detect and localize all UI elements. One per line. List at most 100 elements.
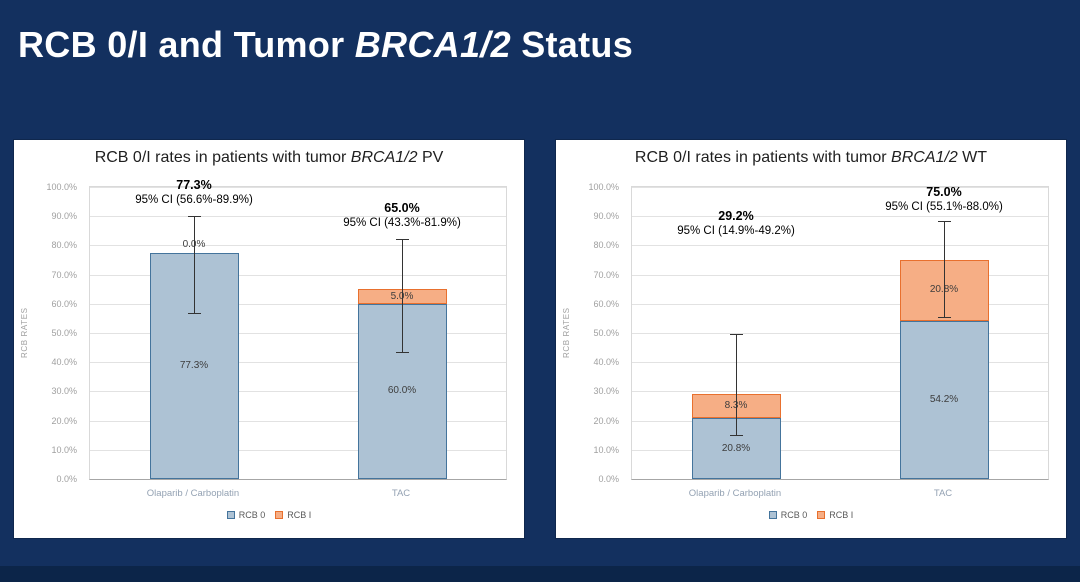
error-bar-cap xyxy=(730,334,743,336)
legend-swatch xyxy=(226,511,235,519)
chart-title: RCB 0/I rates in patients with tumor BRC… xyxy=(14,149,524,167)
bar-value-label: 8.3% xyxy=(691,400,781,412)
legend-swatch xyxy=(817,511,826,519)
error-bar xyxy=(194,216,195,314)
bar-value-label: 60.0% xyxy=(387,385,417,397)
slide-title-gene: BRCA1/2 xyxy=(354,24,511,65)
legend-item: RCB 0 xyxy=(226,510,266,520)
legend-item: RCB I xyxy=(817,510,853,520)
bar-value-label: 0.0% xyxy=(149,239,239,251)
error-bar xyxy=(736,335,737,436)
error-bar-cap xyxy=(938,317,951,319)
bar-value-label: 77.3% xyxy=(179,360,209,372)
slide-title-suffix: Status xyxy=(510,24,634,65)
legend: RCB 0 RCB I xyxy=(14,510,524,520)
y-tick-label: 70.0% xyxy=(51,269,77,280)
chart-title-prefix: RCB 0/I rates in patients with tumor xyxy=(634,149,892,166)
ci-label: 95% CI (55.1%-88.0%) xyxy=(885,201,1003,214)
y-tick-label: 20.0% xyxy=(593,415,619,426)
y-tick-label: 0.0% xyxy=(56,474,77,484)
ci-label: 95% CI (43.3%-81.9%) xyxy=(343,217,461,230)
error-bar-cap xyxy=(188,312,201,314)
chart-title: RCB 0/I rates in patients with tumor BRC… xyxy=(556,149,1066,167)
y-tick-label: 40.0% xyxy=(593,357,619,368)
chart-title-gene: BRCA1/2 xyxy=(891,149,958,166)
y-tick-label: 50.0% xyxy=(593,328,619,338)
error-bar-cap xyxy=(396,238,409,240)
gridline xyxy=(632,391,1048,393)
y-tick-label: 100.0% xyxy=(588,182,619,192)
y-axis-ticks: 0.0% 10.0% 20.0% 30.0% 40.0% 50.0% 60.0% 70.0% 8… xyxy=(556,182,624,484)
y-tick-label: 30.0% xyxy=(51,386,77,397)
gridline xyxy=(90,391,506,393)
gridline xyxy=(90,420,506,422)
x-axis-labels: Olaparib / Carboplatin TAC xyxy=(631,488,1049,502)
gridline xyxy=(632,216,1048,218)
ci-label: 95% CI (14.9%-49.2%) xyxy=(677,224,795,237)
y-tick-label: 20.0% xyxy=(51,415,77,426)
y-tick-label: 90.0% xyxy=(51,211,77,222)
chart-title-prefix: RCB 0/I rates in patients with tumor xyxy=(94,149,351,166)
slide-title-prefix: RCB 0/I and Tumor xyxy=(18,24,355,65)
x-axis-label: Olaparib / Carboplatin xyxy=(688,488,782,499)
y-tick-label: 50.0% xyxy=(51,328,77,338)
gridline xyxy=(90,362,506,364)
total-label: 77.3% xyxy=(176,177,212,192)
error-bar-cap xyxy=(396,351,409,353)
gridline xyxy=(632,303,1048,305)
chart-title-gene: BRCA1/2 xyxy=(350,149,418,166)
legend-item: RCB I xyxy=(275,510,311,520)
gridline xyxy=(632,274,1048,276)
gridline xyxy=(632,420,1048,422)
legend: RCB 0 RCB I xyxy=(556,510,1066,520)
legend-item: RCB 0 xyxy=(768,510,808,520)
chart-title-suffix: PV xyxy=(417,149,444,166)
legend-swatch xyxy=(768,511,777,519)
gridline xyxy=(90,187,506,188)
y-tick-label: 30.0% xyxy=(593,386,619,397)
plot-area: 20.8% 8.3% 29.2%95% CI (14.9%-49.2%) 54.2% 2… xyxy=(631,185,1049,480)
gridline xyxy=(90,245,506,247)
y-tick-label: 10.0% xyxy=(51,444,77,455)
ci-annotation: 29.2% 95% CI (14.9%-49.2%) xyxy=(621,209,851,237)
x-axis-label: TAC xyxy=(933,488,953,499)
chart-panel-brca-wt: RCB 0/I rates in patients with tumor BRC… xyxy=(556,140,1066,538)
legend-label: RCB 0 xyxy=(780,510,808,520)
gridline xyxy=(632,362,1048,364)
total-label: 65.0% xyxy=(384,201,420,216)
y-tick-label: 70.0% xyxy=(593,269,619,280)
ci-annotation: 77.3% 95% CI (56.6%-89.9%) xyxy=(79,178,309,206)
bar-value-label: 20.8% xyxy=(899,284,989,296)
y-tick-label: 60.0% xyxy=(593,298,619,309)
footer-bar xyxy=(0,566,1080,582)
legend-label: RCB I xyxy=(287,510,312,520)
y-tick-label: 100.0% xyxy=(46,182,77,192)
legend-label: RCB 0 xyxy=(238,510,266,520)
error-bar-cap xyxy=(938,221,951,223)
slide-title: RCB 0/I and Tumor BRCA1/2 Status xyxy=(18,24,633,66)
y-tick-label: 90.0% xyxy=(593,211,619,222)
error-bar xyxy=(402,239,403,353)
legend-swatch xyxy=(275,511,284,519)
gridline xyxy=(632,333,1048,334)
gridline xyxy=(90,274,506,276)
ci-annotation: 75.0% 95% CI (55.1%-88.0%) xyxy=(829,185,1059,213)
chart-title-suffix: WT xyxy=(957,149,988,166)
x-axis-label: TAC xyxy=(391,488,411,499)
bar-segment xyxy=(899,320,989,479)
y-tick-label: 40.0% xyxy=(51,357,77,368)
gridline xyxy=(90,216,506,218)
error-bar-cap xyxy=(188,215,201,217)
y-tick-label: 60.0% xyxy=(51,298,77,309)
ci-label: 95% CI (56.6%-89.9%) xyxy=(135,193,253,206)
total-label: 29.2% xyxy=(718,208,754,223)
bar-value-label: 20.8% xyxy=(721,442,751,454)
chart-panel-brca-pv: RCB 0/I rates in patients with tumor BRC… xyxy=(14,140,524,538)
y-tick-label: 0.0% xyxy=(598,474,619,484)
error-bar xyxy=(944,222,945,319)
x-axis-label: Olaparib / Carboplatin xyxy=(146,488,240,499)
x-axis-labels: Olaparib / Carboplatin TAC xyxy=(89,488,507,502)
total-label: 75.0% xyxy=(926,185,962,200)
gridline xyxy=(90,449,506,451)
